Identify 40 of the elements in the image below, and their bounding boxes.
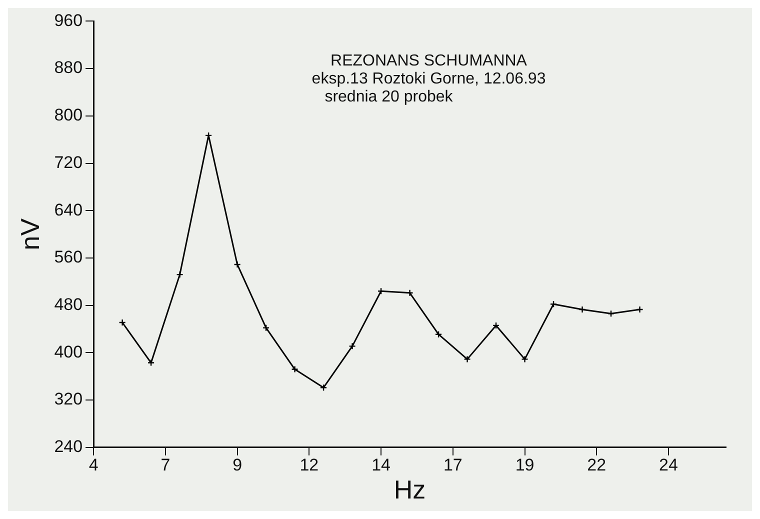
- x-tick-label: 17: [443, 455, 462, 474]
- y-tick-label: 720: [54, 152, 83, 172]
- x-tick-label: 9: [232, 455, 242, 474]
- y-tick-label: 400: [54, 342, 83, 362]
- point: [234, 260, 241, 268]
- point: [578, 306, 586, 314]
- point: [434, 330, 442, 338]
- point: [147, 359, 155, 366]
- x-tick-label: 19: [515, 455, 534, 474]
- x-tick-label: 14: [372, 455, 390, 474]
- y-tick-label: 480: [54, 295, 83, 314]
- y-axis-title: nV: [14, 218, 45, 250]
- point: [406, 289, 414, 296]
- y-tick-label: 640: [54, 200, 83, 220]
- text: REZONANS SCHUMANNA: [330, 52, 528, 70]
- text: eksp.13 Roztoki Gorne, 12.06.93: [312, 70, 546, 88]
- point: [550, 300, 558, 308]
- point: [176, 270, 184, 278]
- point: [492, 322, 500, 330]
- x-tick-label: 12: [300, 455, 319, 474]
- y-tick-label: 880: [54, 58, 83, 78]
- x-tick-label: 7: [160, 455, 170, 474]
- annotation: srednia 20 probek: [324, 88, 454, 106]
- point: [521, 356, 528, 363]
- x-tick-label: 24: [659, 455, 678, 474]
- point: [348, 342, 356, 350]
- y-tick-label: 240: [54, 437, 83, 456]
- y-tick-label: 320: [54, 390, 83, 409]
- point: [464, 356, 471, 363]
- y-tick-label: 960: [54, 10, 83, 30]
- point: [291, 366, 298, 373]
- x-tick-label: 4: [88, 455, 98, 474]
- x-axis-title: Hz: [394, 474, 426, 505]
- point: [607, 310, 615, 318]
- y-tick-label: 800: [54, 106, 83, 125]
- point: [320, 384, 328, 392]
- point: [262, 324, 270, 332]
- point: [377, 288, 385, 295]
- x-tick-label: 22: [587, 455, 606, 474]
- y-tick-label: 560: [54, 248, 83, 267]
